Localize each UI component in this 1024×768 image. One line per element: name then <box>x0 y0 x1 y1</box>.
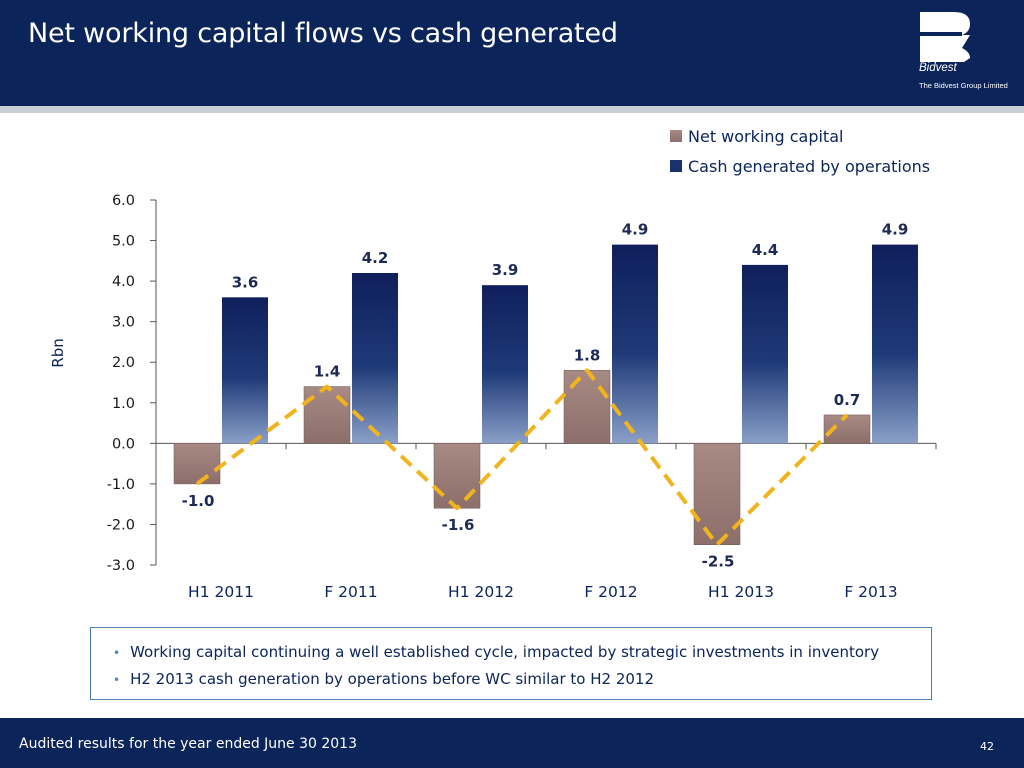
nwc-data-label: 1.8 <box>574 346 601 364</box>
bullet-icon: • <box>113 673 121 687</box>
bullet-icon: • <box>113 646 121 660</box>
cash-data-label: 3.9 <box>492 261 519 279</box>
cash-data-label: 4.2 <box>362 249 389 267</box>
y-tick-label: -1.0 <box>107 477 135 493</box>
nwc-bar <box>303 386 351 444</box>
nwc-data-label: -1.0 <box>182 492 215 510</box>
bar-chart: 6.0 5.0 4.0 3.0 2.0 1.0 0.0 -1.0 -2.0 -3.0 Rbn -1.0… <box>49 127 937 601</box>
nwc-data-label: 1.4 <box>314 363 341 381</box>
cash-data-label: 4.9 <box>882 221 909 239</box>
nwc-data-label: -2.5 <box>702 553 735 571</box>
logo-name: Bidvest <box>919 62 957 74</box>
y-tick-label: 4.0 <box>112 274 135 290</box>
legend-swatch-cash <box>670 160 682 172</box>
header-divider <box>0 106 1024 113</box>
y-tick-label: 0.0 <box>112 436 135 452</box>
slide-footer: Audited results for the year ended June … <box>0 718 1024 768</box>
x-tick-label: F 2012 <box>584 583 637 601</box>
y-tick-label: 5.0 <box>112 234 135 250</box>
bullet-item: • Working capital continuing a well estab… <box>113 643 880 661</box>
nwc-bar <box>693 443 741 545</box>
y-tick-label: 2.0 <box>112 355 135 371</box>
x-tick-label: H1 2013 <box>708 583 774 601</box>
nwc-bar <box>563 370 611 444</box>
cash-data-label: 3.6 <box>232 273 259 291</box>
legend-swatch-nwc <box>670 130 682 142</box>
logo-subtitle: The Bidvest Group Limited <box>919 81 1008 90</box>
y-tick-label: -3.0 <box>107 558 135 574</box>
cash-bar <box>612 244 658 444</box>
cash-data-label: 4.4 <box>752 241 779 259</box>
y-axis-label: Rbn <box>49 338 67 367</box>
y-tick-label: 6.0 <box>112 193 135 209</box>
slide-title: Net working capital flows vs cash genera… <box>28 18 618 49</box>
cash-bar <box>742 264 788 444</box>
nwc-data-label: 0.7 <box>834 391 861 409</box>
notes-box: • Working capital continuing a well estab… <box>90 627 932 700</box>
x-tick-label: F 2013 <box>844 583 897 601</box>
bidvest-logo <box>920 12 970 62</box>
cash-bar <box>222 297 268 444</box>
page-number: 42 <box>980 740 994 753</box>
footer-text: Audited results for the year ended June … <box>19 736 357 752</box>
cash-data-label: 4.9 <box>622 221 649 239</box>
legend-label-cash: Cash generated by operations <box>688 157 930 176</box>
nwc-data-label: -1.6 <box>442 516 475 534</box>
x-tick-label: H1 2011 <box>188 583 254 601</box>
nwc-trend-line <box>195 368 849 547</box>
nwc-bar <box>173 443 221 485</box>
y-tick-label: 3.0 <box>112 315 135 331</box>
y-tick-label: 1.0 <box>112 396 135 412</box>
cash-bar <box>872 244 918 444</box>
x-tick-label: F 2011 <box>324 583 377 601</box>
y-tick-label: -2.0 <box>107 517 135 533</box>
legend-label-nwc: Net working capital <box>688 127 843 146</box>
x-tick-label: H1 2012 <box>448 583 514 601</box>
cash-bar <box>482 285 528 444</box>
slide-header: Net working capital flows vs cash genera… <box>0 0 1024 106</box>
bullet-item: • H2 2013 cash generation by operations b… <box>113 670 655 688</box>
nwc-bar <box>433 443 481 509</box>
